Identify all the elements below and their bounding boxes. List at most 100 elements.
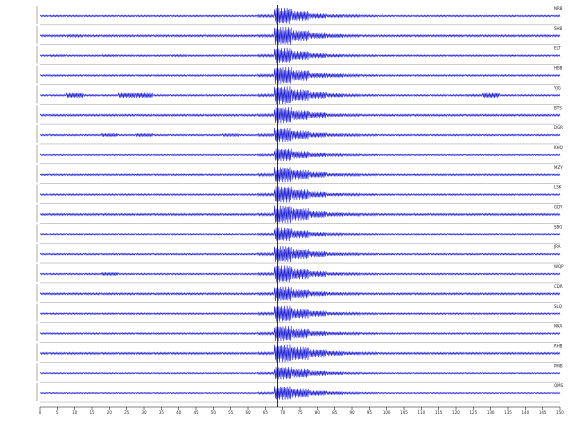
waveform-segment — [533, 192, 552, 197]
waveform-segment — [429, 133, 448, 137]
waveform-segment — [239, 153, 257, 157]
station-label: BTS — [554, 105, 562, 110]
waveform-segment — [429, 113, 448, 118]
waveform-segment — [48, 351, 67, 356]
waveform-segment — [273, 325, 292, 342]
waveform-segment — [187, 93, 205, 97]
waveform-segment — [117, 53, 136, 58]
waveform-segment — [325, 231, 344, 237]
waveform-segment — [291, 151, 309, 159]
x-tick-label: 105 — [400, 410, 408, 415]
waveform-segment — [117, 312, 136, 316]
waveform-segment — [291, 189, 309, 200]
waveform-segment — [464, 291, 483, 296]
x-tick-label: 10 — [72, 410, 78, 415]
waveform-segment — [464, 173, 483, 177]
waveform-segment — [39, 212, 49, 217]
waveform-segment — [377, 351, 396, 356]
waveform-segment — [395, 53, 413, 58]
waveform-segment — [83, 153, 101, 157]
waveform-segment — [464, 312, 483, 316]
waveform-segment — [48, 311, 67, 316]
waveform-segment — [204, 272, 223, 276]
waveform-segment — [39, 33, 49, 38]
waveform-segment — [533, 312, 552, 316]
station-label: SBG — [554, 224, 562, 229]
waveform-segment — [516, 33, 535, 38]
x-tick-label: 85 — [332, 410, 338, 415]
waveform-segment — [48, 113, 67, 118]
waveform-segment — [447, 73, 465, 78]
waveform-segment — [377, 153, 396, 157]
waveform-segment — [291, 51, 309, 61]
waveform-segment — [377, 312, 396, 316]
waveform-segment — [221, 132, 240, 138]
waveform-segment — [429, 33, 448, 38]
waveform-segment — [152, 133, 171, 137]
waveform-segment — [221, 53, 240, 58]
waveform-segment — [325, 112, 344, 118]
waveform-segment — [308, 91, 327, 99]
waveform-segment — [221, 73, 240, 78]
waveform-segment — [65, 391, 84, 395]
waveform-segment — [308, 270, 327, 278]
waveform-segment — [533, 331, 552, 336]
waveform-segment — [135, 153, 153, 157]
waveform-segment — [65, 92, 84, 99]
waveform-segment — [481, 192, 500, 197]
waveform-segment — [481, 391, 500, 395]
waveform-segment — [135, 173, 153, 177]
waveform-segment — [221, 331, 240, 336]
waveform-segment — [395, 272, 413, 276]
waveform-segment — [377, 291, 396, 296]
waveform-segment — [499, 14, 517, 18]
waveform-segment — [343, 13, 361, 19]
waveform-segment — [83, 93, 101, 97]
waveform-segment — [239, 391, 257, 395]
waveform-segment — [429, 311, 448, 316]
x-tick-label: 15 — [89, 410, 95, 415]
waveform-segment — [291, 130, 309, 140]
station-label: RHB — [554, 343, 563, 348]
waveform-segment — [204, 73, 223, 78]
waveform-segment — [360, 252, 379, 257]
waveform-segment — [308, 330, 327, 337]
waveform-segment — [256, 232, 275, 237]
x-tick-label: 40 — [176, 410, 182, 415]
waveform-segment — [533, 252, 552, 256]
waveform-segment — [39, 173, 49, 177]
waveform-segment — [308, 111, 327, 119]
station-label: JRA — [553, 244, 561, 249]
waveform-segment — [273, 386, 292, 400]
waveform-segment — [204, 232, 223, 236]
waveform-segment — [39, 93, 49, 97]
waveform-segment — [551, 14, 561, 18]
waveform-segment — [169, 53, 188, 58]
waveform-segment — [447, 371, 465, 375]
waveform-segment — [204, 331, 223, 336]
waveform-segment — [135, 331, 153, 336]
waveform-segment — [412, 371, 431, 375]
waveform-segment — [551, 192, 561, 197]
waveform-segment — [464, 53, 483, 58]
waveform-segment — [100, 391, 119, 395]
waveform-segment — [187, 311, 205, 316]
waveform-segment — [169, 331, 188, 336]
waveform-segment — [499, 192, 517, 197]
waveform-segment — [39, 113, 49, 118]
waveform-segment — [481, 252, 500, 256]
waveform-segment — [360, 291, 379, 296]
waveform-segment — [100, 73, 119, 78]
waveform-segment — [273, 48, 292, 64]
waveform-segment — [152, 153, 171, 157]
waveform-segment — [273, 305, 292, 322]
waveform-segment — [65, 192, 84, 197]
waveform-segment — [152, 291, 171, 296]
waveform-segment — [343, 53, 361, 58]
station-label: SLQ — [554, 304, 562, 309]
waveform-segment — [533, 371, 552, 375]
waveform-segment — [499, 53, 517, 58]
waveform-segment — [65, 133, 84, 137]
waveform-segment — [117, 291, 136, 296]
waveform-segment — [100, 291, 119, 296]
